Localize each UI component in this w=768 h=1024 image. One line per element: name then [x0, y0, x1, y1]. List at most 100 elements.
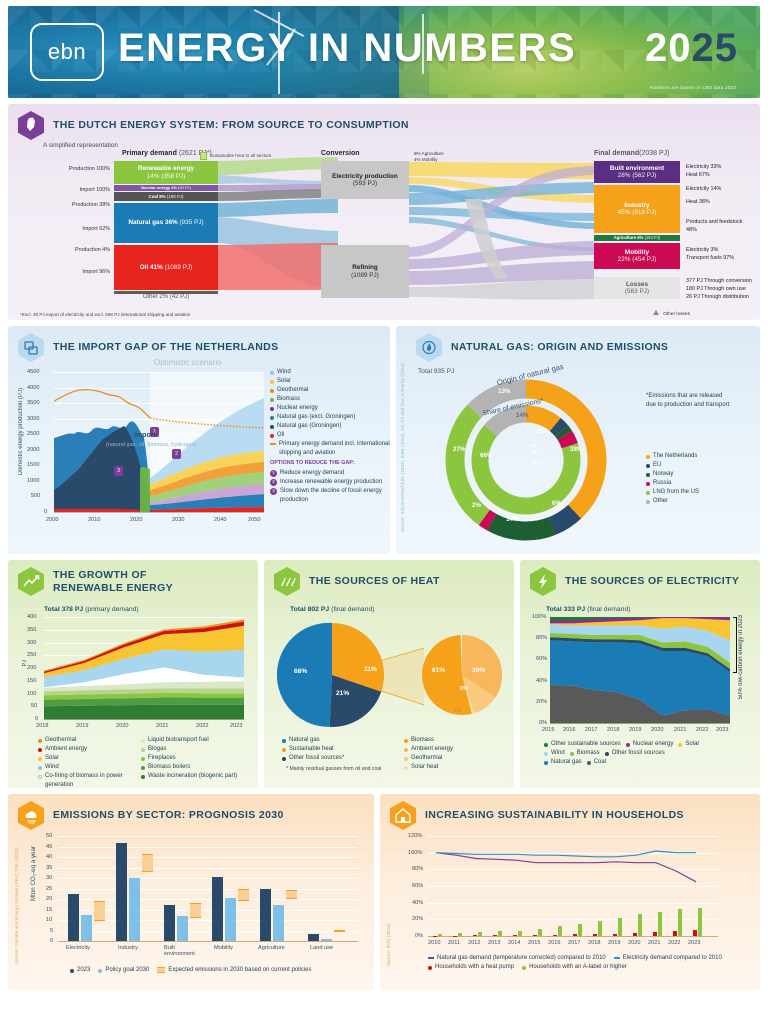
- legend-item: Oil: [270, 431, 390, 440]
- legend-item: Expected emissions in 2030 based on curr…: [157, 966, 311, 975]
- mobility-breakdown: Electricity 3% Transport fuels 97%: [686, 247, 735, 262]
- inner-eu-pct: 2%: [532, 443, 539, 448]
- bar-2023-built: [164, 904, 175, 941]
- outer-other-pct: 13%: [498, 388, 511, 395]
- cat-agriculture: Agriculture: [258, 945, 285, 951]
- legend-item: Coal: [586, 758, 606, 767]
- conversion-refining: Refining (1089 PJ): [321, 245, 409, 298]
- header-polygon-overlay: [8, 6, 760, 98]
- electricity-chart: 100% 80% 60% 40% 20% 0% 2015 2016 2017 2…: [532, 614, 744, 733]
- growth-legend-right: Liquid biotransport fuel Biogas Fireplac…: [141, 736, 258, 781]
- heat-waves-icon: [274, 567, 300, 596]
- emissions-panel: EMISSIONS BY SECTOR: PROGNOSIS 2030 Sour…: [8, 794, 374, 990]
- bar-goal-mobility: [225, 898, 236, 941]
- gas-source-note: Source: Rijksoverheid EZK (2024), EBN (2…: [400, 363, 405, 532]
- emissions-ylabel: Mton CO₂-eq a year: [30, 846, 37, 902]
- primary-oil: Oil 41% (1089 PJ): [114, 245, 218, 290]
- legend-item: Geothermal: [404, 754, 512, 763]
- sankey-flows-left: [218, 157, 338, 290]
- households-lines: [435, 850, 697, 883]
- gas-legend: The Netherlands EU Norway Russia LNG fro…: [646, 452, 746, 506]
- outer-lng-pct: 27%: [453, 446, 466, 453]
- sankey-footnote: *Excl. 30 PJ export of electricity and e…: [20, 312, 191, 317]
- import-gap-chart: 3 1 2 Optimistic scenario Import (natura…: [27, 358, 264, 523]
- primary-other-label: Other 2% (42 PJ): [142, 294, 190, 300]
- households-source: Source: RVO (2025): [386, 923, 391, 966]
- left-label-2: Production 38%: [71, 202, 110, 208]
- outer-eu-pct: 6%: [552, 500, 561, 507]
- electricity-title: THE SOURCES OF ELECTRICITY: [565, 575, 740, 588]
- bar-2023-industry: [116, 843, 127, 941]
- exchange-arrows-icon: [18, 333, 44, 362]
- natural-gas-header: NATURAL GAS: ORIGIN AND EMISSIONS: [396, 326, 760, 367]
- legend-item: Other fossil sources: [604, 749, 665, 758]
- outer-norway-pct: 14%: [506, 516, 519, 523]
- year-first-part: 20: [645, 26, 692, 70]
- final-losses: Losses (583 PJ): [594, 277, 680, 299]
- legend-item: EU: [646, 461, 746, 470]
- gas-donut-chart: 38% 6% 14% 2% 27% 13% 11% 2% 3% 4% 66% 1…: [440, 362, 612, 546]
- households-title: INCREASING SUSTAINABILITY IN HOUSEHOLDS: [425, 809, 684, 822]
- legend-item: Biomass: [270, 395, 390, 404]
- band-expected-built: [190, 902, 201, 918]
- heat-solar-pct: 1%: [454, 708, 462, 714]
- legend-item: Natural gas: [544, 758, 582, 767]
- left-label-5: Import 96%: [82, 269, 110, 275]
- emissions-note: *Emissions that are released due to prod…: [646, 393, 730, 408]
- electricity-sources-panel: THE SOURCES OF ELECTRICITY Total 333 PJ …: [520, 560, 760, 788]
- other-losses-label: Other losses: [652, 310, 690, 317]
- emissions-chart: 50 45 40 35 30 25 20 15 10 5 0 Electrici…: [46, 833, 358, 957]
- legend-item: Solar: [38, 754, 138, 763]
- electricity-header: THE SOURCES OF ELECTRICITY: [520, 560, 760, 601]
- left-label-4: Production 4%: [74, 247, 110, 253]
- industry-breakdown: Electricity 14% Heat 38% Products and fe…: [686, 186, 743, 234]
- legend-item: Policy goal 2030: [98, 966, 149, 975]
- ebn-logo: ebn: [30, 23, 104, 81]
- row-import-gas: THE IMPORT GAP OF THE NETHERLANDS: [8, 326, 760, 554]
- header-data-note: Numbers are based on CBS data 2023: [650, 85, 736, 90]
- import-gap-ylabel: Domestic energy production (PJ): [18, 388, 24, 476]
- legend-item: The Netherlands: [646, 452, 746, 461]
- band-expected-electricity: [94, 901, 105, 922]
- legend-item: LNG from the US: [646, 488, 746, 497]
- heat-sources-panel: THE SOURCES OF HEAT Total 802 PJ (final …: [264, 560, 514, 788]
- households-legend: Natural gas demand (temperature correcte…: [428, 954, 748, 972]
- import-gap-areas: [54, 388, 264, 512]
- heat-ambient-pct: 30%: [472, 667, 486, 674]
- final-agriculture: Agriculture 5% (104 PJ): [594, 235, 680, 241]
- growth-header: THE GROWTH OF RENEWABLE ENERGY: [8, 560, 258, 601]
- sankey-flows-right: [409, 162, 594, 300]
- header-water-photo: [8, 6, 430, 98]
- triangle-icon: [652, 310, 659, 315]
- heat-legend-left: Natural gas Sustainable heat Other fossi…: [282, 736, 392, 763]
- legend-item: Russia: [646, 479, 746, 488]
- option-badge-2: 2: [172, 449, 181, 459]
- option-badge-1: 1: [150, 427, 159, 437]
- mid-label-agriculture: 8% Agriculture: [414, 151, 444, 156]
- sankey-title: THE DUTCH ENERGY SYSTEM: FROM SOURCE TO …: [53, 119, 409, 132]
- heat-geothermal-pct: 8%: [460, 686, 469, 692]
- renewable-growth-panel: THE GROWTH OF RENEWABLE ENERGY Total 378 …: [8, 560, 258, 788]
- left-label-0: Production 100%: [68, 166, 110, 172]
- trend-up-icon: [18, 567, 44, 596]
- legend-item: Waste incineration (biogenic part): [141, 772, 258, 781]
- sankey-col-final: Final demand(2038 PJ): [594, 150, 670, 157]
- bar-2023-agriculture: [260, 888, 271, 941]
- legend-item: Biomass boilers: [141, 763, 258, 772]
- legend-item: Electricity demand compared to 2010: [613, 954, 722, 963]
- wind-turbine-icon: [422, 14, 424, 74]
- cat-built: Built environment: [164, 945, 195, 957]
- inner-nl-pct: 11%: [536, 428, 549, 435]
- legend-item: Geothermal: [270, 386, 390, 395]
- losses-breakdown: 377 PJ Through conversion 180 PJ Through…: [686, 278, 752, 301]
- legend-item: Primary energy demand incl. internationa…: [270, 440, 390, 458]
- primary-coal: Coal 8% (198 PJ): [114, 192, 218, 201]
- growth-title: THE GROWTH OF RENEWABLE ENERGY: [53, 569, 173, 594]
- growth-ylabel: PJ: [22, 660, 28, 667]
- legend-item: Solar: [270, 377, 390, 386]
- import-gap-legend: Wind Solar Geothermal Biomass Nuclear en…: [270, 368, 390, 458]
- mid-label-mobility: 4% Mobility: [414, 157, 438, 162]
- left-label-3: Import 62%: [82, 226, 110, 232]
- header-land-photo: [399, 6, 760, 98]
